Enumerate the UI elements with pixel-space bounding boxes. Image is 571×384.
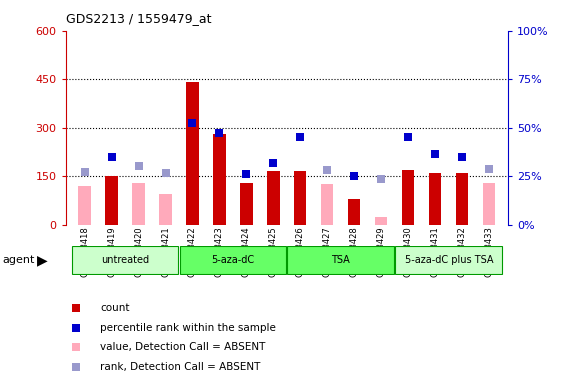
- Bar: [71, 247, 179, 274]
- Text: TSA: TSA: [332, 255, 350, 265]
- Bar: [375, 217, 388, 225]
- Text: percentile rank within the sample: percentile rank within the sample: [100, 323, 276, 333]
- Bar: [78, 186, 91, 225]
- Text: ▶: ▶: [37, 253, 48, 267]
- Bar: [321, 184, 333, 225]
- Bar: [395, 247, 502, 274]
- Text: GDS2213 / 1559479_at: GDS2213 / 1559479_at: [66, 12, 211, 25]
- Text: 5-aza-dC plus TSA: 5-aza-dC plus TSA: [405, 255, 493, 265]
- Bar: [267, 171, 280, 225]
- Bar: [214, 134, 226, 225]
- Bar: [429, 173, 441, 225]
- Bar: [106, 176, 118, 225]
- Text: untreated: untreated: [101, 255, 149, 265]
- Bar: [159, 194, 171, 225]
- Text: rank, Detection Call = ABSENT: rank, Detection Call = ABSENT: [100, 362, 261, 372]
- Bar: [456, 173, 468, 225]
- Bar: [287, 247, 395, 274]
- Bar: [240, 183, 252, 225]
- Bar: [403, 170, 415, 225]
- Text: agent: agent: [3, 255, 35, 265]
- Text: count: count: [100, 303, 130, 313]
- Bar: [186, 83, 199, 225]
- Text: value, Detection Call = ABSENT: value, Detection Call = ABSENT: [100, 342, 266, 352]
- Bar: [348, 199, 360, 225]
- Text: 5-aza-dC: 5-aza-dC: [211, 255, 255, 265]
- Bar: [294, 171, 307, 225]
- Bar: [132, 183, 144, 225]
- Bar: [483, 183, 496, 225]
- Bar: [179, 247, 287, 274]
